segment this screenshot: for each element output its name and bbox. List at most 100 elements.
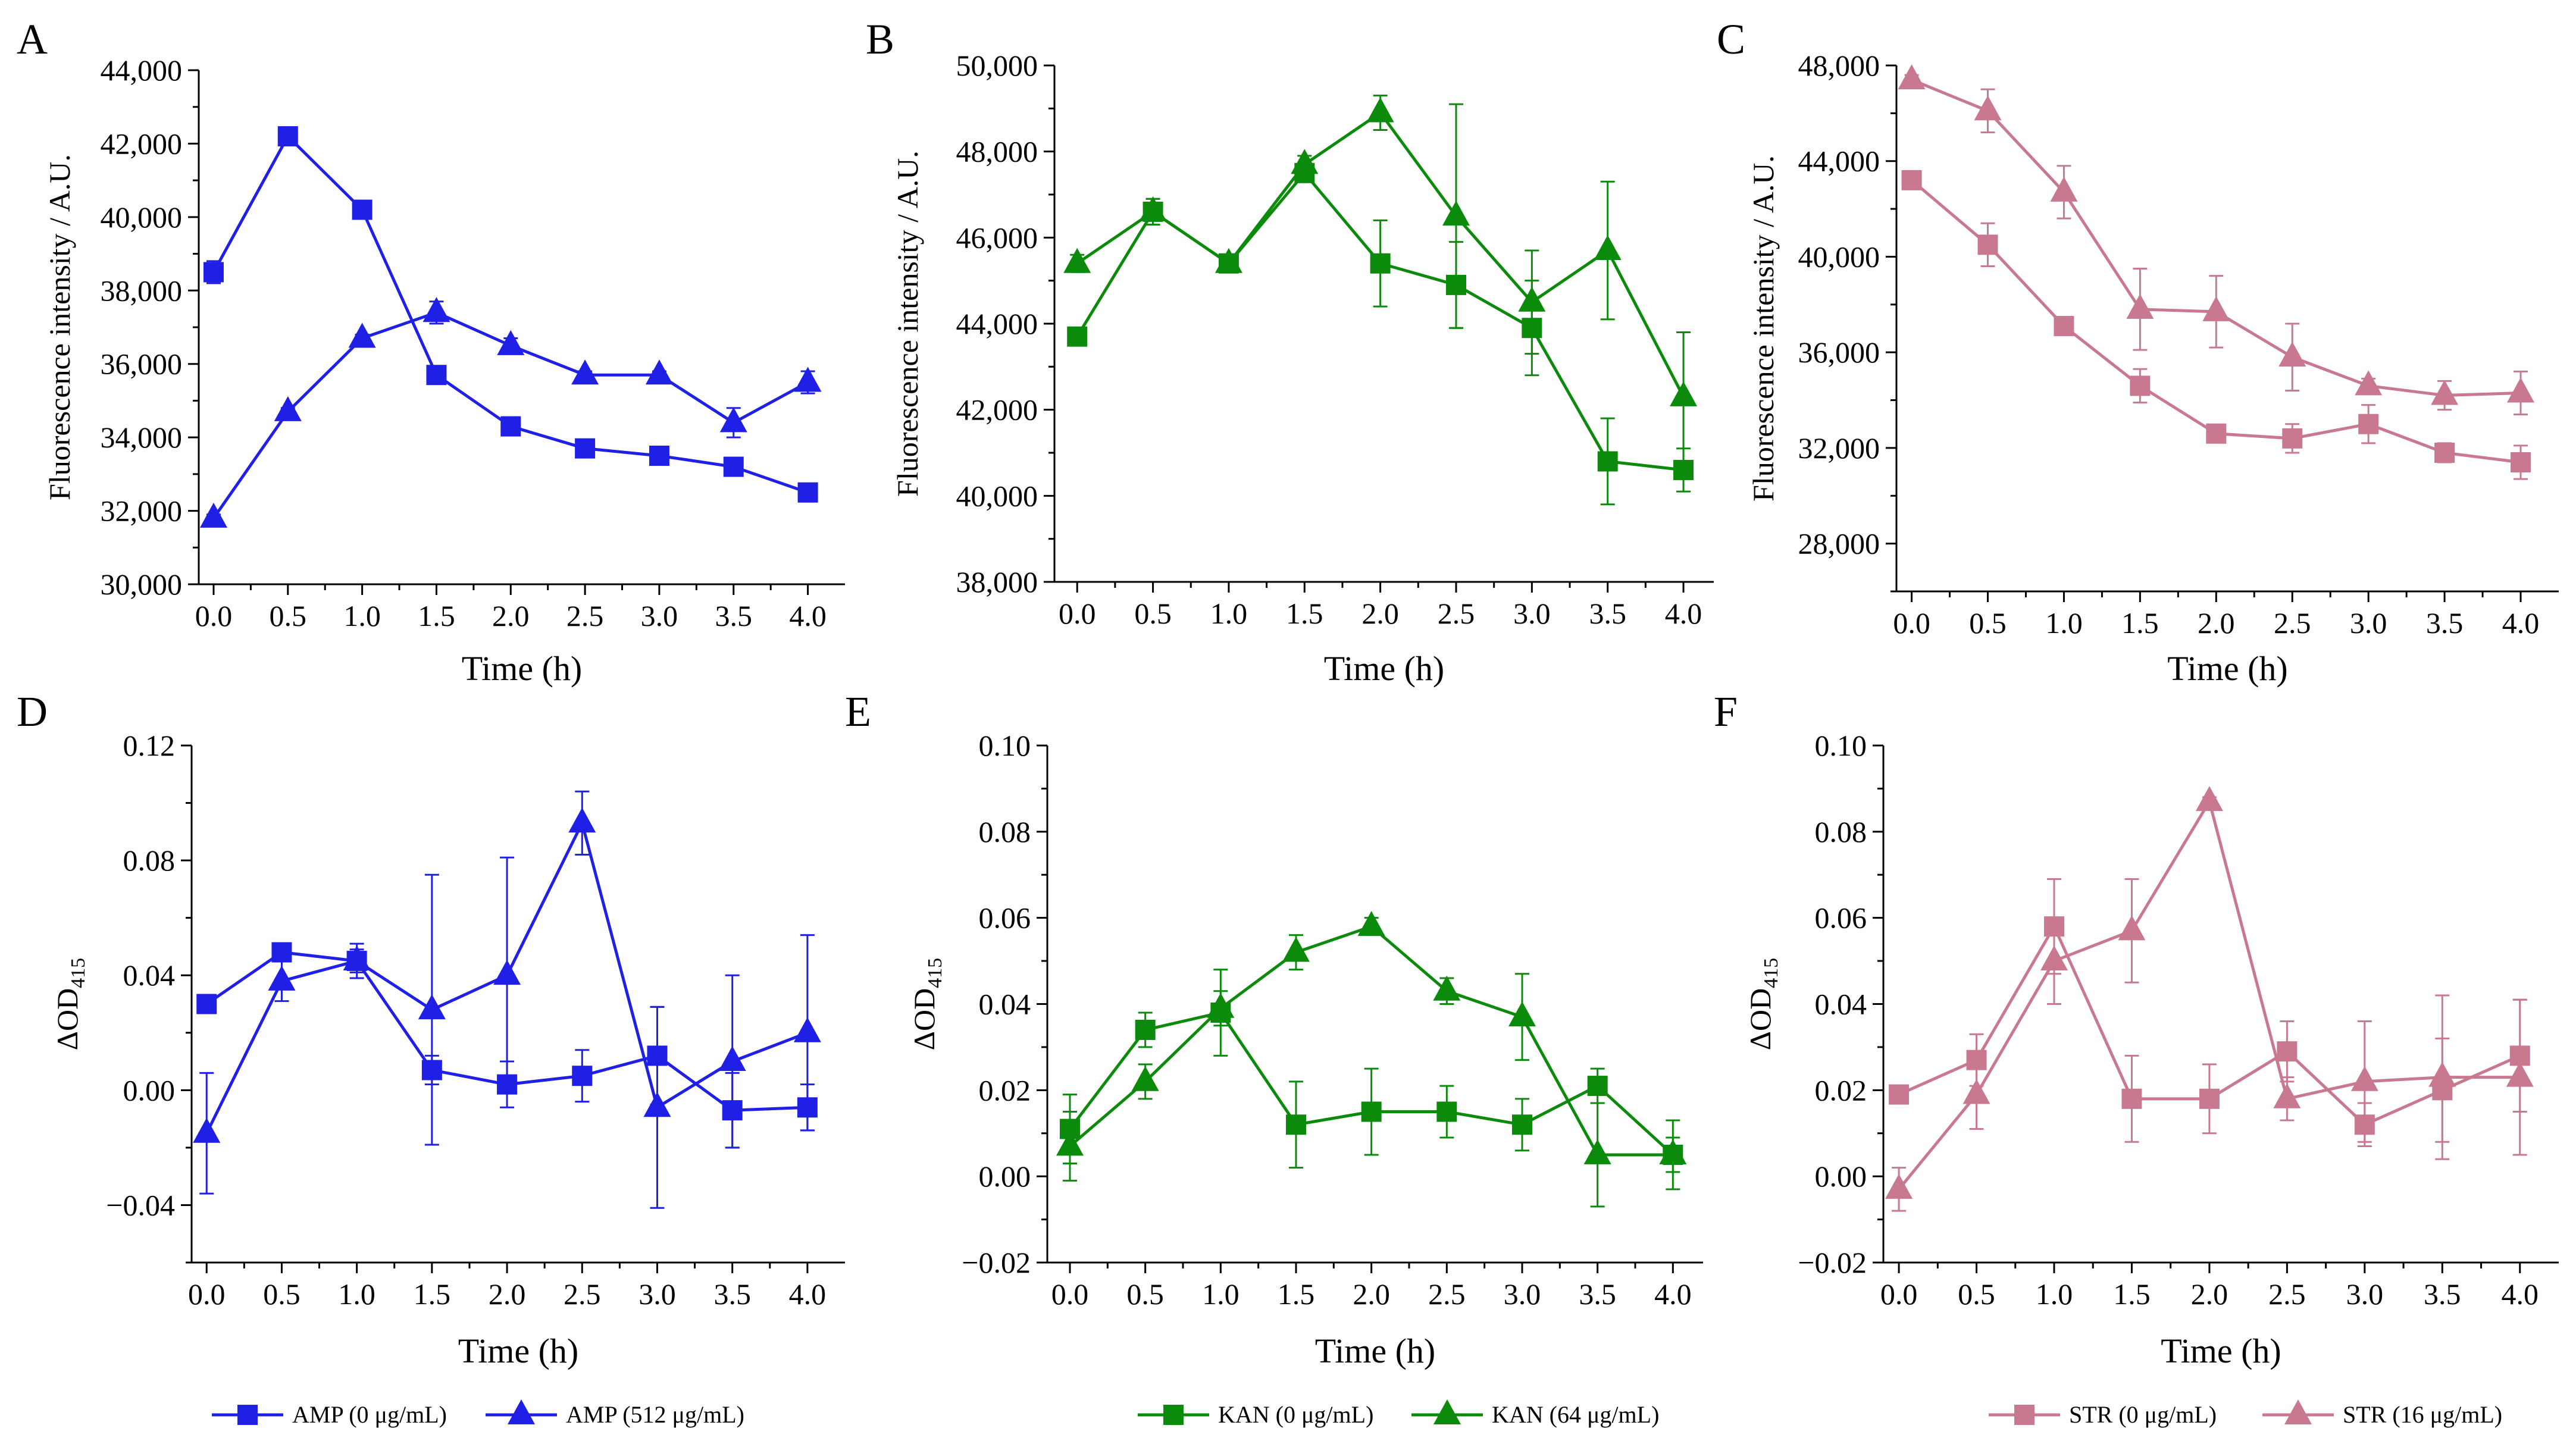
panel-a-x-tick-label: 0.0 <box>195 599 233 632</box>
legend-d: AMP (0 μg/mL) AMP (512 μg/mL) <box>212 1399 744 1428</box>
panel-d-y-tick-label: 0.04 <box>123 959 176 992</box>
panel-d-x-tick-label: 0.0 <box>188 1277 226 1311</box>
panel-a-y-tick-label: 32,000 <box>101 494 183 528</box>
panel-b-x-tick-label: 4.0 <box>1665 597 1702 630</box>
panel-d-series-control-point-5 <box>572 1066 593 1086</box>
panel-f-x-tick-label: 1.5 <box>2113 1277 2151 1311</box>
panel-a-x-tick-label: 2.5 <box>566 599 604 632</box>
panel-b-x-tick-label: 2.5 <box>1438 597 1475 630</box>
panel-b-x-tick-label: 3.5 <box>1589 597 1626 630</box>
panel-c-series-treated-point-2 <box>2050 176 2078 202</box>
panel-d-y-tick-label: −0.04 <box>106 1188 175 1221</box>
panel-c-y-tick-label: 36,000 <box>1798 336 1880 369</box>
panel-c-series-treated-point-7 <box>2431 380 2459 405</box>
panel-e-series-treated-point-6 <box>1508 1001 1536 1027</box>
panel-a-series-treated-point-7 <box>719 407 747 433</box>
panel-b-x-tick-label: 1.5 <box>1286 597 1323 630</box>
panel-b-series-treated-point-1 <box>1139 196 1167 221</box>
panel-e-series-control-point-4 <box>1361 1101 1382 1122</box>
panel-b-x-tick-label: 0.0 <box>1059 597 1096 630</box>
panel-a-series-treated-point-8 <box>794 367 822 392</box>
legend-item-e-1-label: KAN (64 μg/mL) <box>1492 1401 1659 1428</box>
panel-d-series-treated-point-6 <box>643 1092 671 1117</box>
panel-e-series-treated-point-2 <box>1207 992 1235 1018</box>
panel-f-y-tick-label: 0.10 <box>1815 729 1867 762</box>
panel-a-series-control-line <box>212 133 809 494</box>
panel-b-series-treated-point-5 <box>1442 201 1470 226</box>
panel-b-x-axis-title: Time (h) <box>1324 649 1445 688</box>
panel-f-y-tick-label: 0.02 <box>1815 1073 1867 1107</box>
panel-d-x-tick-label: 3.0 <box>638 1277 676 1311</box>
panel-d-series-treated-point-1 <box>268 965 296 991</box>
panel-c-y-tick-label: 32,000 <box>1798 431 1880 465</box>
panel-b-y-tick-label: 40,000 <box>956 479 1038 512</box>
panel-b-y-axis-title: Fluorescence intensity / A.U. <box>891 151 924 497</box>
panel-e-series-treated-point-5 <box>1433 975 1461 1001</box>
panel-d-series-treated-point-8 <box>793 1017 821 1042</box>
panel-d-y-axis-title: ΔOD415 <box>51 958 89 1050</box>
panel-f-x-tick-label: 3.5 <box>2424 1277 2461 1311</box>
panel-f-x-tick-label: 0.0 <box>1880 1277 1918 1311</box>
panel-a-x-tick-label: 3.0 <box>641 599 678 632</box>
panel-b-y-tick-label: 42,000 <box>956 393 1038 427</box>
panel-e-series-control-point-6 <box>1512 1114 1532 1135</box>
panel-c-series-treated-point-1 <box>1974 95 2002 121</box>
panel-f-series-treated-point-3 <box>2118 915 2146 941</box>
panel-b-series-control-point-7 <box>1597 451 1618 472</box>
panel-a: A 30,000 32,000 34,000 36,000 38,000 40,000 42,… <box>17 15 845 688</box>
panel-f: F −0.02 0.00 0.02 0.04 0.06 0.08 0.10 0.0 0.5 1.0 1… <box>1714 688 2559 1370</box>
panel-a-series-treated-point-4 <box>497 330 525 355</box>
panel-d-y-tick-label: 0.08 <box>123 844 176 877</box>
panel-a-series-control-point-1 <box>277 126 298 147</box>
legend-item-e-1-swatch-point-0 <box>1433 1399 1461 1424</box>
panel-a-series-treated-point-2 <box>348 322 376 348</box>
panel-a-x-tick-label: 1.5 <box>418 599 455 632</box>
legend-item-f-1-label: STR (16 μg/mL) <box>2343 1401 2502 1428</box>
panel-d-y-axis-title-main: ΔOD <box>51 988 84 1050</box>
panel-a-y-axis-title: Fluorescence intensity / A.U. <box>43 154 76 500</box>
panel-e-y-axis-title: ΔOD415 <box>907 958 946 1050</box>
panel-c-y-tick-label: 40,000 <box>1798 240 1880 273</box>
panel-a-x-axis-title: Time (h) <box>462 649 583 688</box>
panel-c-x-tick-label: 4.0 <box>2502 606 2540 640</box>
panel-f-y-axis-title-main: ΔOD <box>1744 988 1777 1050</box>
panel-c-series-treated-point-4 <box>2202 296 2230 321</box>
panel-e-series-treated-point-4 <box>1357 911 1385 936</box>
panel-b-series-control-point-8 <box>1673 459 1694 480</box>
panel-e: E −0.02 0.00 0.02 0.04 0.06 0.08 0.10 0.0 0.5 1.0 1… <box>845 688 1703 1370</box>
panel-f-x-tick-label: 4.0 <box>2502 1277 2539 1311</box>
panel-a-x-tick-label: 0.5 <box>270 599 307 632</box>
panel-f-series-control-point-5 <box>2277 1041 2298 1062</box>
panel-c-series-control-point-5 <box>2282 428 2303 449</box>
panel-c-x-tick-label: 1.5 <box>2121 606 2159 640</box>
panel-e-y-tick-label: 0.02 <box>979 1073 1031 1107</box>
panel-a-series-treated-point-6 <box>645 359 673 385</box>
panel-f-y-tick-label: −0.02 <box>1798 1246 1867 1279</box>
panel-d-series-treated <box>193 790 821 1209</box>
panel-f-y-tick-label: 0.08 <box>1815 815 1867 848</box>
panel-f-x-axis-title: Time (h) <box>2161 1332 2281 1370</box>
panel-c-series-control-point-3 <box>2130 375 2151 396</box>
panel-d-series-treated-point-4 <box>493 960 521 985</box>
panel-e-x-tick-label: 4.0 <box>1654 1277 1692 1311</box>
panel-c-series-treated-point-8 <box>2507 377 2535 403</box>
panel-a-series-treated-point-1 <box>274 396 302 421</box>
panel-f-series-treated-point-2 <box>2040 945 2068 971</box>
panel-f-series-treated-point-0 <box>1885 1173 1913 1199</box>
panel-e-y-tick-label: 0.06 <box>979 901 1031 935</box>
panel-b-letter: B <box>866 15 894 63</box>
panel-d-series-treated-point-5 <box>568 807 596 833</box>
panel-f-x-tick-label: 0.5 <box>1958 1277 1995 1311</box>
panel-e-series-treated-point-8 <box>1659 1139 1687 1164</box>
legend-item-f-0-label: STR (0 μg/mL) <box>2069 1401 2217 1428</box>
panel-d: D −0.04 0.00 0.04 0.08 0.12 0.0 0.5 1.0 1.5 2.0 2.5… <box>17 688 845 1370</box>
panel-a-x-tick-label: 2.0 <box>492 599 530 632</box>
panel-d-y-tick-label: 0.00 <box>123 1073 176 1107</box>
panel-f-series-control-point-4 <box>2199 1088 2220 1109</box>
panel-c-series-treated-point-3 <box>2126 293 2154 319</box>
panel-d-y-tick-label: 0.12 <box>123 729 176 762</box>
panel-c-x-tick-label: 3.5 <box>2426 606 2464 640</box>
panel-a-y-tick-label: 30,000 <box>101 568 183 601</box>
panel-d-series-treated-point-7 <box>718 1046 746 1072</box>
panel-e-letter: E <box>845 688 871 735</box>
